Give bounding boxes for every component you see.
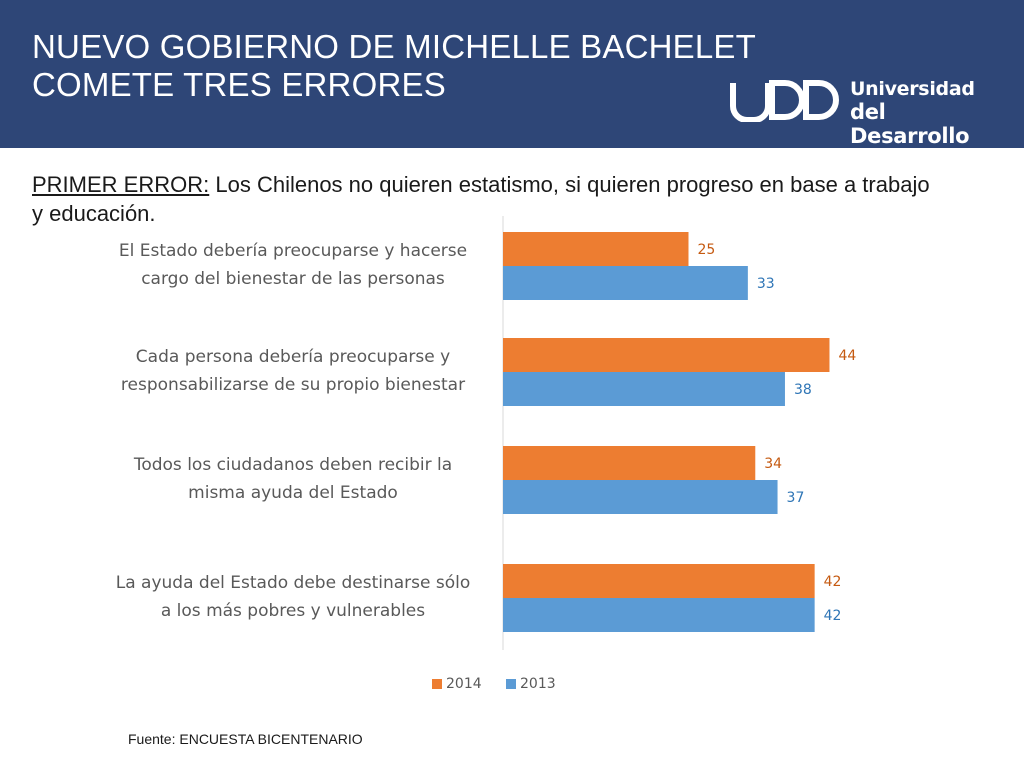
data-label-2014-4: 42 bbox=[824, 574, 842, 590]
data-label-2014-2: 44 bbox=[838, 348, 856, 364]
bar-2013-4 bbox=[503, 598, 815, 632]
legend-label-2013: 2013 bbox=[520, 676, 556, 692]
data-label-2014-1: 25 bbox=[698, 242, 716, 258]
bar-2014-3 bbox=[503, 446, 756, 480]
legend-item-2013: 2013 bbox=[506, 676, 556, 692]
category-label-1-line-2: cargo del bienestar de las personas bbox=[141, 269, 445, 289]
subtitle: PRIMER ERROR: Los Chilenos no quieren es… bbox=[32, 170, 932, 228]
data-label-2013-3: 37 bbox=[787, 490, 805, 506]
data-label-2013-4: 42 bbox=[824, 608, 842, 624]
page-title: NUEVO GOBIERNO DE MICHELLE BACHELET COME… bbox=[32, 28, 756, 104]
bar-2013-2 bbox=[503, 372, 785, 406]
subtitle-lead: PRIMER ERROR: bbox=[32, 172, 210, 197]
header-bar: NUEVO GOBIERNO DE MICHELLE BACHELET COME… bbox=[0, 0, 1024, 148]
data-label-2013-1: 33 bbox=[757, 276, 775, 292]
legend-item-2014: 2014 bbox=[432, 676, 482, 692]
title-line-2: COMETE TRES ERRORES bbox=[32, 66, 446, 103]
bar-2013-1 bbox=[503, 266, 748, 300]
title-line-1: NUEVO GOBIERNO DE MICHELLE BACHELET bbox=[32, 28, 756, 65]
category-label-2-line-1: Cada persona debería preocuparse y bbox=[136, 347, 450, 367]
legend-swatch-2014 bbox=[432, 679, 442, 689]
logo-text: Universidad del Desarrollo bbox=[850, 78, 1010, 148]
bar-2014-2 bbox=[503, 338, 830, 372]
category-label-1-line-1: El Estado debería preocuparse y hacerse bbox=[119, 241, 467, 261]
category-label-4-line-2: a los más pobres y vulnerables bbox=[161, 601, 425, 621]
legend-swatch-2013 bbox=[506, 679, 516, 689]
legend-label-2014: 2014 bbox=[446, 676, 482, 692]
bar-2014-1 bbox=[503, 232, 689, 266]
logo-line-2: del Desarrollo bbox=[850, 100, 970, 148]
category-label-3-line-2: misma ayuda del Estado bbox=[188, 483, 398, 503]
category-label-3-line-1: Todos los ciudadanos deben recibir la bbox=[133, 455, 452, 475]
category-label-2-line-2: responsabilizarse de su propio bienestar bbox=[121, 375, 465, 395]
source-note: Fuente: ENCUESTA BICENTENARIO bbox=[128, 731, 363, 747]
udd-logo-icon bbox=[730, 80, 839, 122]
category-label-4-line-1: La ayuda del Estado debe destinarse sólo bbox=[116, 573, 471, 593]
logo-line-1: Universidad bbox=[850, 78, 975, 100]
bar-chart: 25 33 El Estado debería preocuparse y hace… bbox=[116, 216, 856, 650]
udd-logo: Universidad del Desarrollo bbox=[730, 78, 1010, 148]
subtitle-text: Los Chilenos no quieren estatismo, si qu… bbox=[32, 172, 930, 226]
data-label-2014-3: 34 bbox=[764, 456, 782, 472]
bar-2014-4 bbox=[503, 564, 815, 598]
data-label-2013-2: 38 bbox=[794, 382, 812, 398]
bar-2013-3 bbox=[503, 480, 778, 514]
